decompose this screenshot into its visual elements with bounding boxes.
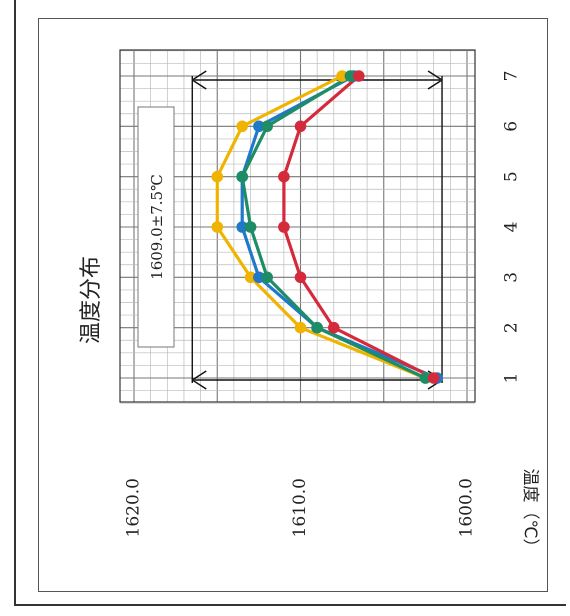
- data-point: [261, 271, 274, 284]
- data-point: [278, 170, 290, 183]
- data-point: [236, 170, 248, 183]
- y-tick-labels: 1620.0 1610.0 1600.0: [124, 478, 477, 537]
- spec-arrow-head: [427, 70, 443, 90]
- annotation-box: [137, 106, 175, 348]
- data-point: [419, 372, 432, 384]
- x-tick-label: 5: [502, 171, 522, 182]
- data-point: [427, 372, 440, 384]
- x-tick-label: 6: [502, 121, 522, 132]
- inner-frame: [38, 18, 548, 592]
- y-tick-label: 1610.0: [290, 478, 310, 537]
- x-tick-label: 1: [502, 373, 522, 384]
- chart-title: 温度分布: [79, 256, 104, 344]
- x-tick-label: 7: [502, 71, 522, 82]
- data-point: [261, 120, 274, 133]
- data-point: [211, 170, 224, 183]
- x-tick-label: 4: [502, 222, 522, 233]
- data-point: [211, 221, 224, 233]
- outer-frame: [14, 0, 566, 606]
- y-tick-label: 1600.0: [457, 478, 477, 537]
- y-axis-label: 温度（℃）: [520, 468, 540, 555]
- data-point: [328, 321, 340, 334]
- x-tick-labels: 1 2 3 4 5 6 7: [502, 71, 522, 384]
- data-point: [236, 221, 248, 233]
- y-tick-label: 1620.0: [124, 478, 144, 537]
- data-point: [353, 70, 365, 82]
- x-tick-label: 3: [502, 272, 522, 283]
- x-tick-label: 2: [502, 322, 522, 333]
- data-point: [278, 221, 290, 233]
- data-point: [294, 321, 307, 334]
- data-point: [244, 221, 257, 233]
- data-point: [294, 271, 307, 284]
- series-layer: [211, 70, 443, 384]
- data-point: [311, 321, 323, 334]
- data-point: [253, 271, 265, 284]
- spec-arrow-head: [191, 70, 207, 90]
- spec-annotation: 1609.0±7.5℃: [148, 174, 166, 280]
- data-point: [236, 120, 248, 133]
- spec-band: [191, 70, 443, 390]
- data-point: [253, 120, 265, 133]
- data-point: [294, 120, 307, 133]
- spec-arrow-head: [191, 370, 207, 390]
- data-point: [336, 70, 348, 82]
- plot-border: [119, 49, 476, 403]
- data-point: [344, 70, 357, 82]
- data-point: [244, 271, 257, 284]
